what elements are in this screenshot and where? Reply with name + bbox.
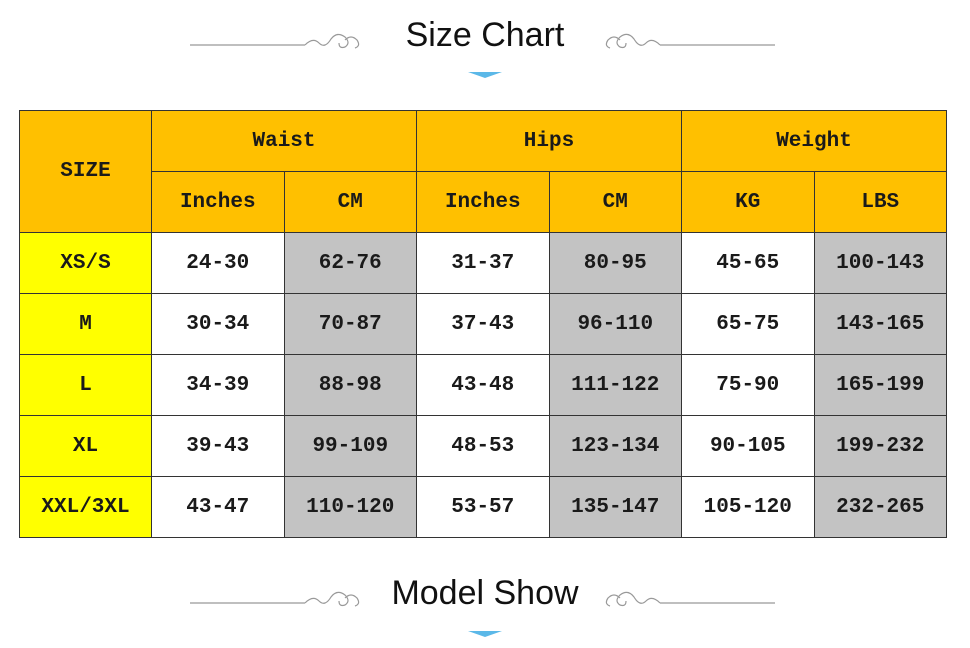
measure-cell: 135-147 <box>548 476 682 538</box>
unit-header: KG <box>681 171 815 233</box>
measure-cell: 96-110 <box>548 293 682 355</box>
measure-cell: 90-105 <box>681 415 815 477</box>
measure-cell: 24-30 <box>151 232 285 294</box>
section-title: Model Show <box>391 574 579 612</box>
group-header: Hips <box>416 110 682 172</box>
unit-header: Inches <box>416 171 550 233</box>
measure-cell: 43-48 <box>416 354 550 416</box>
unit-header: CM <box>548 171 682 233</box>
measure-cell: 34-39 <box>151 354 285 416</box>
measure-cell: 143-165 <box>813 293 947 355</box>
measure-cell: 31-37 <box>416 232 550 294</box>
measure-cell: 53-57 <box>416 476 550 538</box>
group-header: Waist <box>151 110 417 172</box>
measure-cell: 111-122 <box>548 354 682 416</box>
size-table: SIZE Waist Hips Weight Inches CM Inches CM KG LBS… <box>19 110 947 538</box>
measure-cell: 37-43 <box>416 293 550 355</box>
measure-cell: 100-143 <box>813 232 947 294</box>
unit-header: CM <box>283 171 417 233</box>
measure-cell: 75-90 <box>681 354 815 416</box>
measure-cell: 45-65 <box>681 232 815 294</box>
measure-cell: 39-43 <box>151 415 285 477</box>
measure-cell: 62-76 <box>283 232 417 294</box>
size-label: XL <box>19 415 152 477</box>
size-label: M <box>19 293 152 355</box>
corner-header: SIZE <box>19 110 152 233</box>
section-title: Size Chart <box>405 16 565 54</box>
measure-cell: 110-120 <box>283 476 417 538</box>
size-label: XS/S <box>19 232 152 294</box>
measure-cell: 99-109 <box>283 415 417 477</box>
measure-cell: 30-34 <box>151 293 285 355</box>
unit-header: LBS <box>813 171 947 233</box>
group-header: Weight <box>681 110 947 172</box>
measure-cell: 232-265 <box>813 476 947 538</box>
measure-cell: 165-199 <box>813 354 947 416</box>
measure-cell: 123-134 <box>548 415 682 477</box>
measure-cell: 105-120 <box>681 476 815 538</box>
measure-cell: 70-87 <box>283 293 417 355</box>
measure-cell: 80-95 <box>548 232 682 294</box>
measure-cell: 43-47 <box>151 476 285 538</box>
measure-cell: 65-75 <box>681 293 815 355</box>
measure-cell: 88-98 <box>283 354 417 416</box>
measure-cell: 199-232 <box>813 415 947 477</box>
measure-cell: 48-53 <box>416 415 550 477</box>
unit-header: Inches <box>151 171 285 233</box>
size-label: L <box>19 354 152 416</box>
size-label: XXL/3XL <box>19 476 152 538</box>
